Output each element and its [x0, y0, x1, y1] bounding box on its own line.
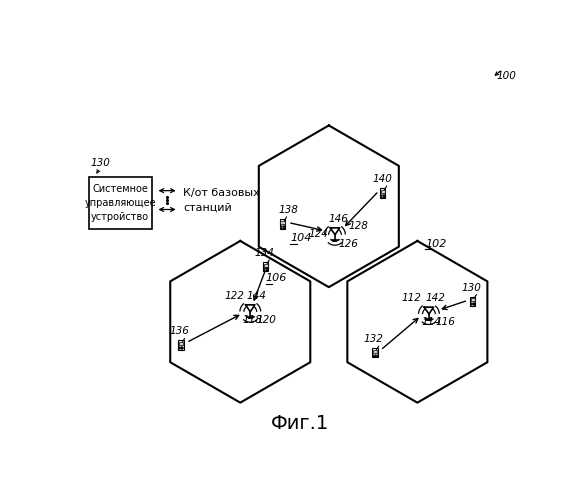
Text: 100: 100	[497, 71, 516, 81]
Bar	[470, 296, 475, 306]
Bar	[280, 219, 285, 229]
Bar	[178, 340, 183, 349]
Text: 142: 142	[425, 294, 445, 304]
Text: 124: 124	[308, 228, 328, 238]
Text: 120: 120	[257, 315, 277, 325]
Text: 134: 134	[254, 248, 274, 258]
FancyBboxPatch shape	[88, 177, 152, 230]
Text: К/от базовых
станций: К/от базовых станций	[183, 188, 260, 212]
Text: Фиг.1: Фиг.1	[271, 414, 329, 434]
Text: 144: 144	[247, 291, 266, 301]
Text: 126: 126	[339, 238, 359, 248]
Text: 132: 132	[363, 334, 383, 344]
Bar	[281, 221, 285, 224]
Bar	[264, 264, 268, 266]
Text: 118: 118	[243, 315, 263, 325]
Text: 136: 136	[169, 326, 189, 336]
Text: 130: 130	[90, 158, 110, 168]
Bar	[380, 188, 386, 198]
Bar	[380, 190, 385, 193]
Text: 128: 128	[349, 221, 369, 231]
Bar	[179, 342, 183, 345]
Bar	[471, 298, 475, 301]
Text: 102: 102	[425, 238, 447, 248]
Text: 130: 130	[461, 282, 481, 292]
Text: Системное
управляющее
устройство: Системное управляющее устройство	[84, 184, 156, 222]
Text: 122: 122	[225, 291, 245, 301]
Text: 116: 116	[435, 317, 455, 327]
Text: 106: 106	[265, 274, 287, 283]
Text: 104: 104	[290, 234, 312, 243]
Bar	[263, 262, 268, 271]
Text: 146: 146	[329, 214, 349, 224]
Text: 138: 138	[279, 205, 299, 215]
Text: 140: 140	[373, 174, 393, 184]
Bar	[373, 348, 377, 358]
Text: 112: 112	[402, 294, 422, 304]
Text: 114: 114	[421, 317, 441, 327]
Bar	[373, 350, 377, 353]
